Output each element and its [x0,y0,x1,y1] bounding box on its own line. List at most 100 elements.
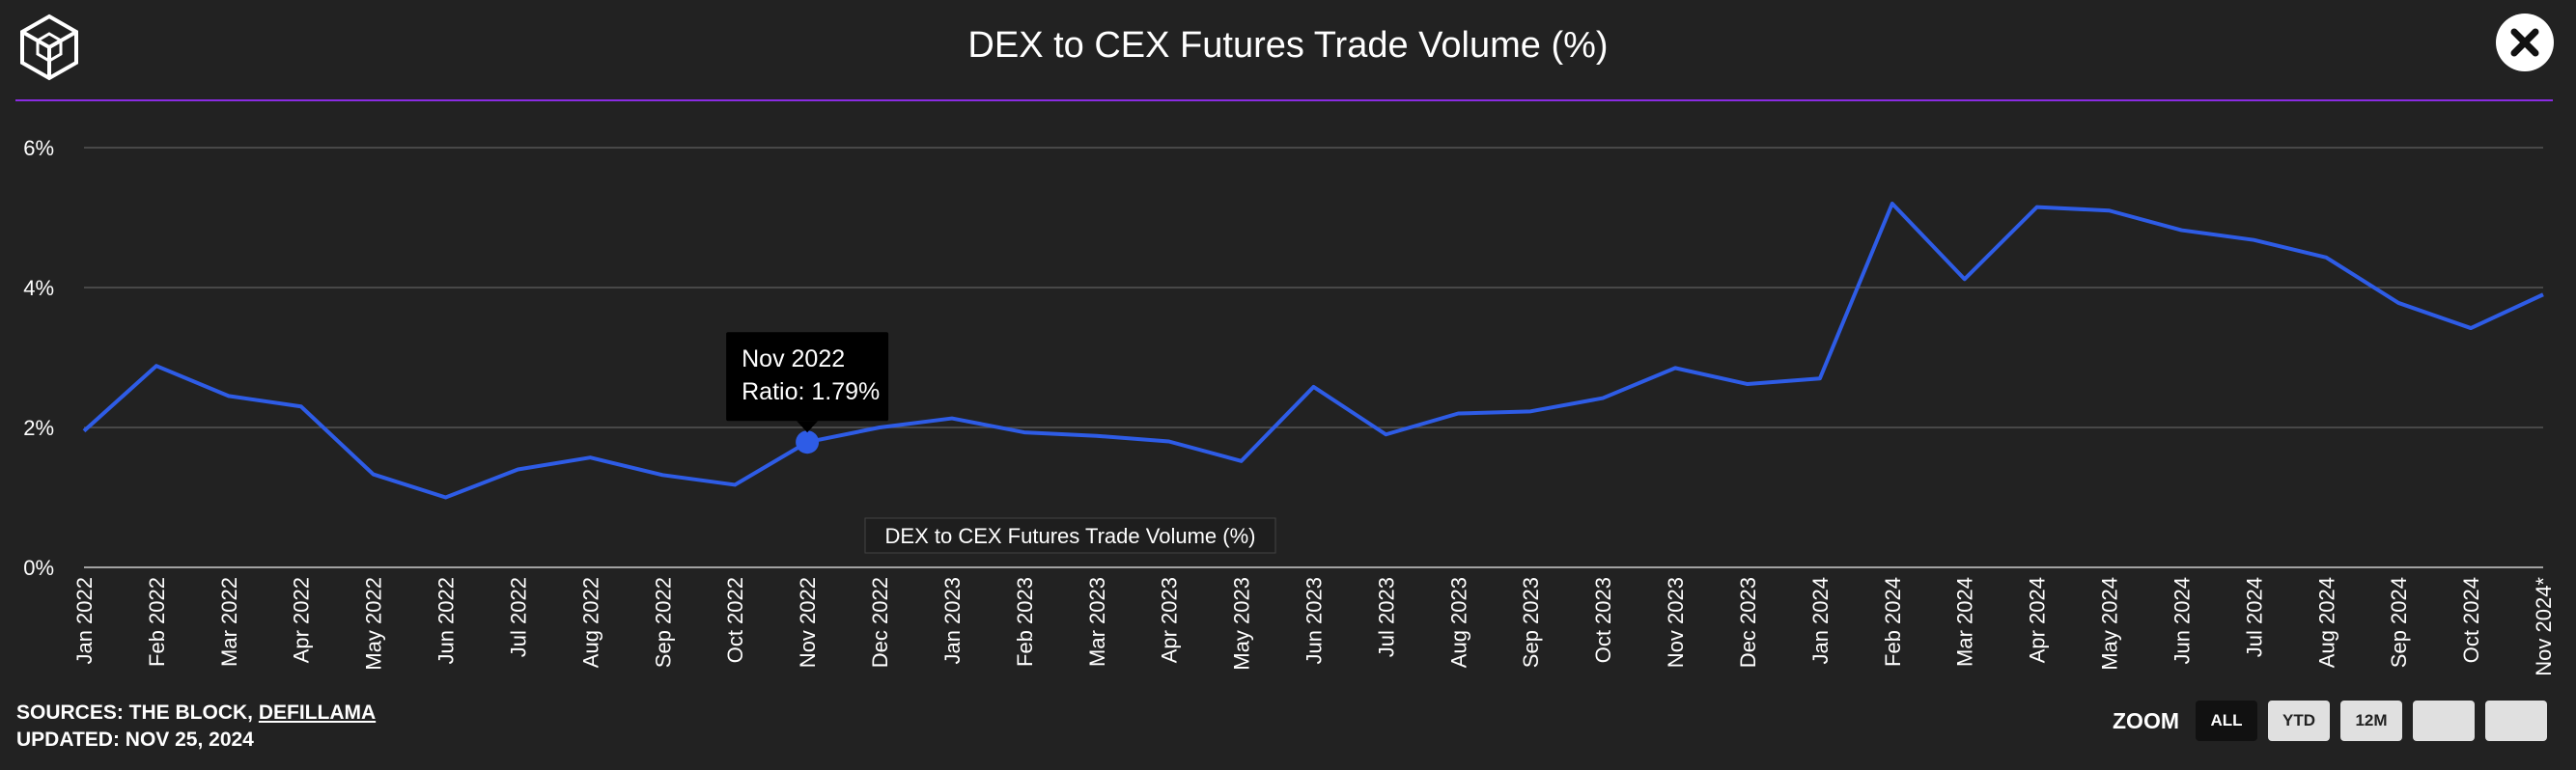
data-point[interactable] [368,469,379,481]
x-tick-label: Jul 2024 [2242,577,2266,657]
zoom-all-button[interactable]: ALL [2196,701,2257,741]
sources-label: SOURCES: THE BLOCK, [16,701,259,724]
data-point[interactable] [1669,362,1681,373]
the-block-logo-icon [20,14,78,81]
data-point[interactable] [1959,273,1971,285]
x-tick-label: Oct 2024 [2459,577,2483,663]
data-point[interactable] [874,422,885,433]
data-point[interactable] [2031,202,2043,213]
x-tick-label: Aug 2023 [1446,577,1470,668]
title-divider [15,99,2553,101]
data-point[interactable] [729,479,741,490]
data-point[interactable] [946,413,958,425]
defillama-link[interactable]: DEFILLAMA [258,701,377,724]
data-point[interactable] [78,426,90,437]
x-tick-label: Jun 2023 [1302,577,1327,665]
data-point[interactable] [1887,198,1898,209]
data-point[interactable] [2248,234,2259,246]
x-tick-label: Nov 2023 [1664,577,1688,668]
x-tick-label: Sep 2023 [1519,577,1543,668]
x-tick-label: Dec 2022 [868,577,892,668]
tooltip-arrow [797,421,819,433]
zoom-controls: ZOOM ALL YTD 12M [2113,701,2547,741]
data-point[interactable] [1525,405,1536,417]
x-tick-label: Jun 2022 [434,577,459,665]
tooltip-box [726,332,889,422]
tooltip-title: Nov 2022 [742,345,845,372]
x-tick-label: May 2023 [1230,577,1254,671]
highlighted-point[interactable] [796,430,820,454]
line-chart: 0% 2% 4% 6% Jan 2022 Feb 2022 Mar 2022 Apr 202… [23,136,2556,676]
data-point[interactable] [440,492,452,504]
x-tick-label: May 2022 [362,577,386,671]
data-point[interactable] [2537,289,2549,300]
data-point[interactable] [657,469,668,481]
x-tick-label: Apr 2023 [1158,577,1182,663]
x-tick-label: Jan 2024 [1808,577,1833,665]
tooltip-value: Ratio: 1.79% [742,378,880,405]
x-tick-label: Aug 2022 [578,577,602,668]
series-line [82,202,2544,500]
x-tick-label: Nov 2024* [2532,577,2556,676]
y-tick-label: 0% [23,556,54,580]
x-tick-label: Sep 2024 [2387,577,2411,668]
y-tick-label: 2% [23,416,54,440]
x-tick-label: Jun 2024 [2170,577,2194,665]
x-tick-label: Oct 2023 [1591,577,1615,663]
data-point[interactable] [512,464,523,476]
y-tick-label: 6% [23,136,54,160]
data-point[interactable] [1308,381,1320,393]
x-tick-label: Oct 2022 [723,577,747,663]
updated-label: UPDATED: NOV 25, 2024 [16,729,254,751]
x-tick-label: Apr 2024 [2026,577,2050,663]
legend-box [864,517,1276,554]
data-point[interactable] [1091,430,1103,442]
chart-title: DEX to CEX Futures Trade Volume (%) [967,25,1609,66]
data-point[interactable] [1019,426,1030,438]
x-tick-label: Feb 2023 [1013,577,1037,667]
data-point[interactable] [1597,393,1609,404]
close-button[interactable] [2496,14,2554,71]
x-tick-label: Feb 2022 [145,577,169,667]
legend[interactable]: DEX to CEX Futures Trade Volume (%) [864,517,1276,554]
data-point[interactable] [1163,436,1175,448]
zoom-blank-button-2[interactable] [2485,701,2547,741]
x-tick-label: Aug 2024 [2314,577,2338,668]
zoom-blank-button-1[interactable] [2413,701,2475,741]
x-tick-label: Mar 2023 [1085,577,1109,667]
close-icon [2510,28,2539,57]
sources-line: SOURCES: THE BLOCK, DEFILLAMA [16,700,376,727]
data-point[interactable] [2320,252,2332,263]
data-point[interactable] [223,390,235,401]
data-point[interactable] [584,452,596,463]
data-point[interactable] [2393,297,2404,309]
legend-label: DEX to CEX Futures Trade Volume (%) [885,524,1256,548]
x-tick-label: Sep 2022 [651,577,675,668]
data-point[interactable] [1814,372,1826,384]
data-point[interactable] [1452,408,1464,420]
x-tick-label: Dec 2023 [1736,577,1760,668]
data-point[interactable] [295,400,307,412]
x-tick-label: Mar 2022 [217,577,241,667]
x-tick-label: Jul 2022 [506,577,530,657]
data-point[interactable] [1380,428,1391,440]
data-point[interactable] [2104,205,2115,216]
y-tick-label: 4% [23,276,54,300]
data-point[interactable] [2175,225,2187,236]
tooltip: Nov 2022 Ratio: 1.79% [726,332,889,433]
zoom-ytd-button[interactable]: YTD [2268,701,2330,741]
data-point[interactable] [1742,378,1753,390]
x-tick-label: Mar 2024 [1953,577,1977,667]
x-tick-label: Jul 2023 [1374,577,1398,657]
zoom-12m-button[interactable]: 12M [2340,701,2402,741]
data-point[interactable] [1236,455,1247,467]
x-tick-label: Feb 2024 [1881,577,1905,667]
x-tick-label: Jan 2022 [72,577,97,665]
footer: SOURCES: THE BLOCK, DEFILLAMA UPDATED: N… [16,700,376,754]
x-tick-label: May 2024 [2098,577,2122,671]
data-point[interactable] [2465,322,2477,334]
x-tick-label: Jan 2023 [940,577,965,665]
zoom-label: ZOOM [2113,707,2179,733]
x-tick-label: Nov 2022 [796,577,820,668]
data-point[interactable] [151,360,162,371]
